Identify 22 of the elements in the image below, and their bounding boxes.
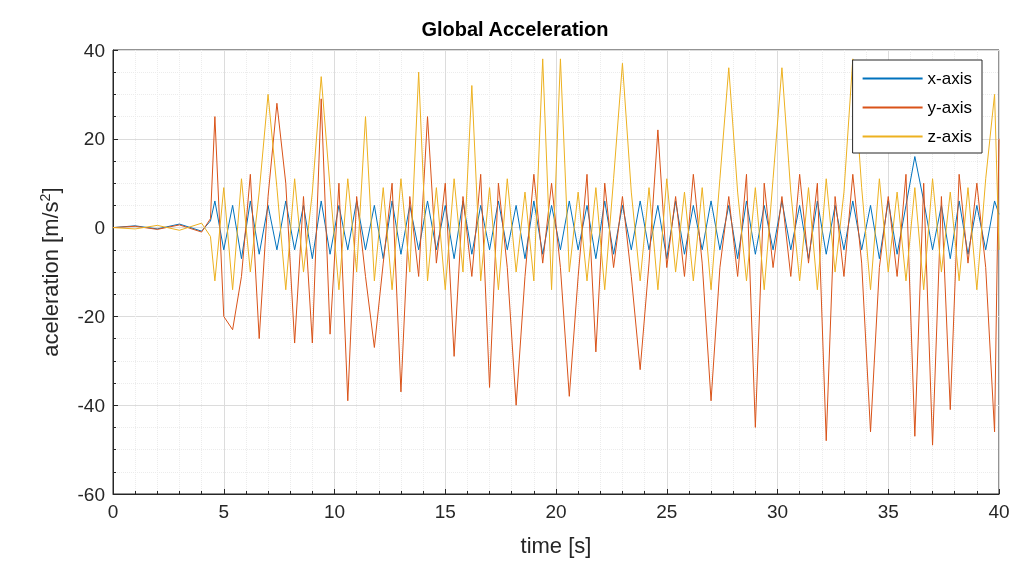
x-tick-label: 10 xyxy=(323,501,346,522)
legend-label: x-axis xyxy=(927,69,973,88)
x-tick-label: 35 xyxy=(877,501,899,522)
y-tick-label: 0 xyxy=(94,217,105,239)
x-tick-label: 40 xyxy=(988,501,1010,522)
y-tick-label: 40 xyxy=(83,39,105,61)
x-tick-label: 30 xyxy=(766,501,789,522)
legend-label: y-axis xyxy=(927,98,973,117)
y-tick-label: -20 xyxy=(77,305,105,327)
x-tick-label: 20 xyxy=(545,501,567,522)
x-axis-title: time [s] xyxy=(520,532,592,558)
y-tick-label: 20 xyxy=(83,128,105,150)
x-tick-label: 25 xyxy=(656,501,678,522)
x-tick-label: 0 xyxy=(107,501,119,522)
x-tick-label: 5 xyxy=(218,501,230,522)
y-tick-label: -40 xyxy=(77,394,105,416)
y-tick-label: -60 xyxy=(77,483,105,505)
line-series xyxy=(112,58,1000,291)
legend-label: z-axis xyxy=(927,127,973,146)
x-tick-label: 15 xyxy=(434,501,456,522)
chart-title: Global Acceleration xyxy=(421,18,609,40)
y-axis-title: aceleration [m/s2] xyxy=(37,187,63,357)
